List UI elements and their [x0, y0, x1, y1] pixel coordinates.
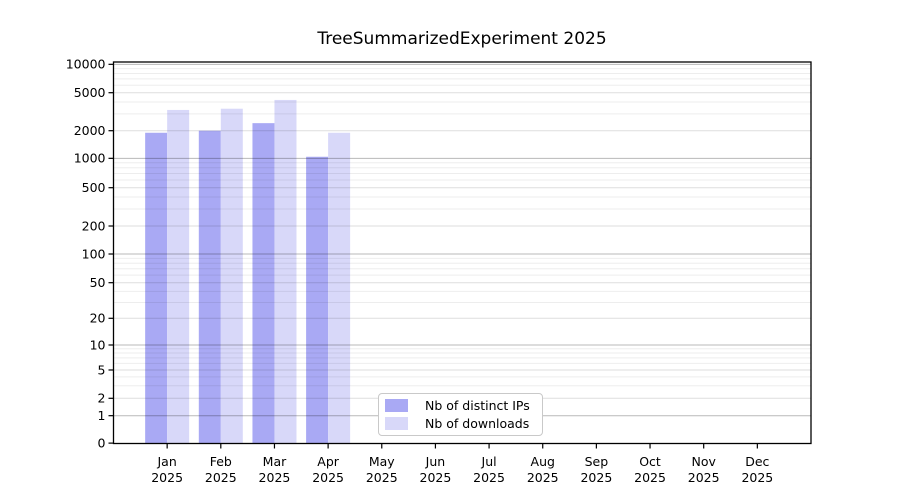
x-tick-label-month: Jun	[425, 454, 446, 469]
x-tick-label-month: Jan	[157, 454, 177, 469]
x-tick-label-month: Apr	[317, 454, 339, 469]
legend: Nb of distinct IPs Nb of downloads	[378, 393, 543, 436]
bar-distinct-ips-apr	[306, 156, 329, 444]
x-tick-label-month: Feb	[210, 454, 232, 469]
y-tick-label: 100	[82, 246, 106, 261]
y-tick-label: 5	[98, 362, 106, 377]
y-tick-label: 1000	[74, 151, 106, 166]
x-tick-label-year: 2025	[420, 470, 452, 485]
y-tick-label: 500	[82, 180, 106, 195]
x-tick-label-year: 2025	[259, 470, 291, 485]
x-tick-label-year: 2025	[312, 470, 344, 485]
legend-item-distinct-ips: Nb of distinct IPs	[385, 396, 536, 414]
x-tick-label-year: 2025	[151, 470, 183, 485]
bar-downloads-jan	[167, 109, 190, 444]
x-tick-label-year: 2025	[580, 470, 612, 485]
x-tick-label-month: May	[369, 454, 395, 469]
x-tick-label-year: 2025	[634, 470, 666, 485]
x-tick-label-year: 2025	[688, 470, 720, 485]
legend-label-downloads: Nb of downloads	[425, 416, 530, 432]
x-tick-label-month: Nov	[691, 454, 716, 469]
legend-item-downloads: Nb of downloads	[385, 415, 536, 433]
legend-swatch-downloads	[385, 417, 408, 431]
plot-frame	[112, 61, 812, 445]
x-tick-label-year: 2025	[473, 470, 505, 485]
x-tick-label-year: 2025	[205, 470, 237, 485]
y-tick-label: 10	[90, 337, 106, 352]
bar-downloads-mar	[274, 99, 297, 444]
y-tick-label: 200	[82, 218, 106, 233]
x-tick-label-month: Aug	[531, 454, 555, 469]
x-tick-label-month: Mar	[263, 454, 287, 469]
y-tick-label: 2	[98, 391, 106, 406]
y-tick-label: 50	[90, 275, 106, 290]
bar-downloads-apr	[328, 132, 351, 444]
x-tick-label-year: 2025	[527, 470, 559, 485]
y-tick-label: 5000	[74, 85, 106, 100]
legend-label-distinct-ips: Nb of distinct IPs	[425, 397, 530, 413]
bar-distinct-ips-feb	[198, 130, 221, 444]
y-tick-label: 1	[98, 408, 106, 423]
x-tick-label-month: Dec	[745, 454, 769, 469]
y-tick-label: 0	[98, 435, 106, 450]
legend-swatch-distinct-ips	[385, 398, 408, 412]
x-tick-label-month: Oct	[639, 454, 661, 469]
x-tick-label-year: 2025	[366, 470, 398, 485]
y-tick-label: 2000	[74, 123, 106, 138]
bar-distinct-ips-mar	[252, 123, 275, 444]
chart-title: TreeSummarizedExperiment 2025	[317, 29, 607, 49]
y-tick-label: 10000	[66, 57, 106, 72]
x-tick-label-month: Jul	[481, 454, 497, 469]
bar-downloads-feb	[220, 108, 243, 444]
bar-distinct-ips-jan	[145, 132, 168, 444]
y-tick-label: 20	[90, 311, 106, 326]
x-tick-label-year: 2025	[741, 470, 773, 485]
x-tick-label-month: Sep	[585, 454, 609, 469]
